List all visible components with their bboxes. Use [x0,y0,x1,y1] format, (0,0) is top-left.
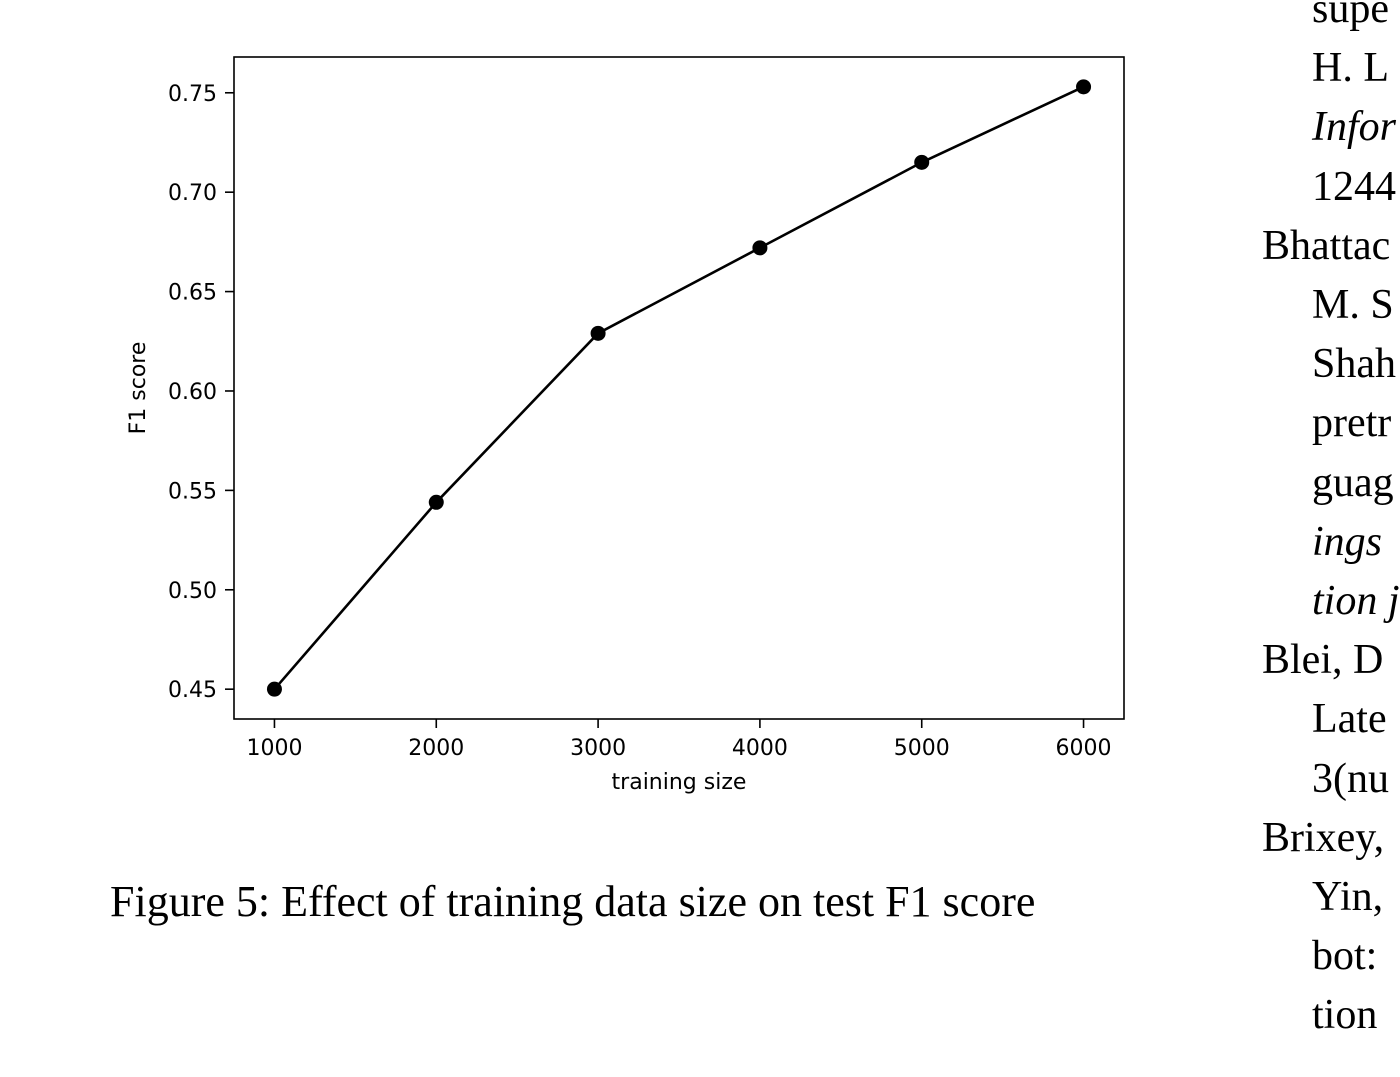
f1-vs-training-size-chart: 1000 2000 3000 4000 5000 6000 0.45 0.50 0.55 0.6… [126,56,1125,795]
x-tick-label: 3000 [570,736,626,761]
y-tick-label: 0.45 [168,678,217,703]
x-tick-label: 1000 [246,736,302,761]
reference-line: Brixey, [1262,814,1385,861]
x-tick-label: 6000 [1056,736,1112,761]
reference-line: M. S [1312,282,1394,328]
x-tick-label: 5000 [894,736,950,761]
y-tick-label: 0.55 [168,479,217,504]
data-points [266,79,1092,697]
y-tick-label: 0.50 [168,579,217,604]
y-tick-label: 0.70 [168,181,217,206]
x-tick-label: 2000 [408,736,464,761]
series-line [273,85,1085,691]
reference-line: tion j [1312,578,1400,624]
plot-frame [233,56,1125,720]
reference-line: pretr [1312,400,1392,447]
reference-line: supe [1312,0,1389,32]
data-point [428,494,444,510]
y-axis-label: F1 score [126,342,151,435]
y-axis-ticks: 0.45 0.50 0.55 0.60 0.65 0.70 0.75 [168,82,234,703]
y-tick-label: 0.75 [168,82,217,107]
reference-line: Infor [1312,104,1396,151]
data-point [914,154,930,170]
y-tick-label: 0.60 [168,380,217,405]
reference-line: bot: [1312,933,1378,980]
data-point [752,240,768,256]
data-point [266,681,282,697]
x-axis-label: training size [612,770,747,795]
reference-line: guag [1312,459,1394,506]
x-axis-ticks: 1000 2000 3000 4000 5000 6000 [246,719,1112,761]
reference-line: ings [1312,518,1383,565]
data-point [1076,79,1092,95]
reference-line: H. L [1312,45,1389,92]
reference-line: Blei, D [1262,637,1384,684]
reference-line: tion [1312,992,1378,1039]
data-point [590,325,606,341]
figure-caption: Figure 5: Effect of training data size o… [110,877,1036,926]
reference-line: Shah [1312,341,1396,388]
x-tick-label: 4000 [732,736,788,761]
reference-line: 3(nu [1312,755,1389,802]
reference-line: Yin, [1312,874,1384,920]
y-tick-label: 0.65 [168,281,217,306]
reference-line: 1244 [1312,163,1396,210]
reference-line: Bhattac [1262,222,1391,269]
reference-line: Late [1312,696,1387,743]
references-column-fragment: supe H. L Infor 1244 Bhattac M. S Shah pretr gua… [1262,0,1400,1077]
